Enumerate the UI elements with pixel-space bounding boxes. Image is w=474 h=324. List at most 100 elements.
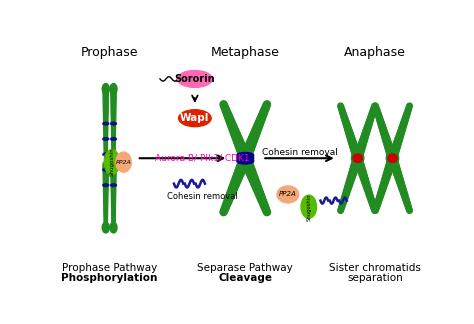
Circle shape xyxy=(365,124,371,131)
Circle shape xyxy=(393,169,401,177)
Text: Anaphase: Anaphase xyxy=(344,46,406,59)
Circle shape xyxy=(347,133,354,140)
Circle shape xyxy=(111,205,116,209)
Circle shape xyxy=(103,115,108,120)
Circle shape xyxy=(370,201,375,207)
Ellipse shape xyxy=(110,168,117,171)
Circle shape xyxy=(371,204,376,210)
Text: PP2A: PP2A xyxy=(116,160,131,165)
Circle shape xyxy=(363,127,370,134)
Circle shape xyxy=(223,109,231,117)
Text: Separase Pathway: Separase Pathway xyxy=(197,263,293,273)
Circle shape xyxy=(388,154,397,162)
Circle shape xyxy=(359,171,367,178)
Circle shape xyxy=(382,176,389,184)
Circle shape xyxy=(111,191,116,195)
Circle shape xyxy=(392,144,400,151)
Ellipse shape xyxy=(386,152,399,164)
Circle shape xyxy=(104,195,108,199)
Text: Cohesin removal: Cohesin removal xyxy=(167,192,238,201)
Circle shape xyxy=(342,194,348,200)
Ellipse shape xyxy=(103,168,109,171)
Circle shape xyxy=(404,111,410,117)
Circle shape xyxy=(236,142,246,151)
Circle shape xyxy=(381,129,388,136)
Circle shape xyxy=(242,158,253,168)
Circle shape xyxy=(111,201,116,205)
Circle shape xyxy=(376,197,382,203)
Ellipse shape xyxy=(105,153,115,164)
Circle shape xyxy=(258,196,266,204)
Circle shape xyxy=(111,209,115,213)
Circle shape xyxy=(407,103,412,109)
Circle shape xyxy=(111,120,116,124)
Circle shape xyxy=(229,125,238,134)
Circle shape xyxy=(347,176,354,184)
Circle shape xyxy=(372,208,377,213)
Circle shape xyxy=(111,88,116,94)
Circle shape xyxy=(260,109,267,117)
Circle shape xyxy=(111,105,116,110)
Text: Cohesin removal: Cohesin removal xyxy=(262,147,337,156)
Circle shape xyxy=(398,182,405,189)
Circle shape xyxy=(383,171,391,178)
Circle shape xyxy=(247,171,257,180)
Circle shape xyxy=(103,164,109,169)
Circle shape xyxy=(341,197,347,203)
Circle shape xyxy=(260,107,268,115)
Circle shape xyxy=(342,192,349,198)
Circle shape xyxy=(245,142,255,151)
Circle shape xyxy=(234,136,243,146)
Circle shape xyxy=(363,182,370,189)
Circle shape xyxy=(374,110,381,115)
Circle shape xyxy=(231,179,240,188)
Circle shape xyxy=(250,177,259,186)
Circle shape xyxy=(244,163,255,173)
Circle shape xyxy=(103,93,109,98)
Circle shape xyxy=(111,97,116,102)
Circle shape xyxy=(261,203,269,211)
Circle shape xyxy=(389,153,397,161)
Circle shape xyxy=(395,135,403,142)
Circle shape xyxy=(378,120,384,127)
Circle shape xyxy=(111,180,116,185)
Circle shape xyxy=(111,124,116,128)
Circle shape xyxy=(392,164,400,171)
Circle shape xyxy=(381,178,388,185)
Circle shape xyxy=(363,180,370,187)
Circle shape xyxy=(227,118,235,126)
Circle shape xyxy=(361,135,368,142)
Ellipse shape xyxy=(237,151,253,166)
Text: separation: separation xyxy=(347,273,403,284)
Circle shape xyxy=(362,178,369,185)
Circle shape xyxy=(112,146,115,150)
Circle shape xyxy=(230,127,239,136)
Circle shape xyxy=(379,124,386,131)
Ellipse shape xyxy=(110,84,117,94)
Ellipse shape xyxy=(103,153,109,156)
Circle shape xyxy=(385,165,393,173)
Ellipse shape xyxy=(104,150,120,174)
Circle shape xyxy=(220,101,227,108)
Circle shape xyxy=(341,113,347,119)
Circle shape xyxy=(220,209,227,216)
Circle shape xyxy=(228,184,237,193)
Circle shape xyxy=(239,156,249,167)
Circle shape xyxy=(252,127,260,136)
Circle shape xyxy=(103,168,109,173)
Circle shape xyxy=(386,148,394,156)
Text: Prophase Pathway: Prophase Pathway xyxy=(62,263,157,273)
Circle shape xyxy=(401,192,408,198)
Circle shape xyxy=(104,199,108,203)
Circle shape xyxy=(249,175,258,184)
Circle shape xyxy=(357,164,365,171)
Circle shape xyxy=(380,184,386,191)
Circle shape xyxy=(406,106,411,112)
Circle shape xyxy=(395,173,402,180)
Circle shape xyxy=(373,103,378,109)
Circle shape xyxy=(104,136,108,140)
Circle shape xyxy=(252,180,260,189)
Circle shape xyxy=(111,99,116,104)
Circle shape xyxy=(383,175,390,182)
Circle shape xyxy=(353,154,362,162)
